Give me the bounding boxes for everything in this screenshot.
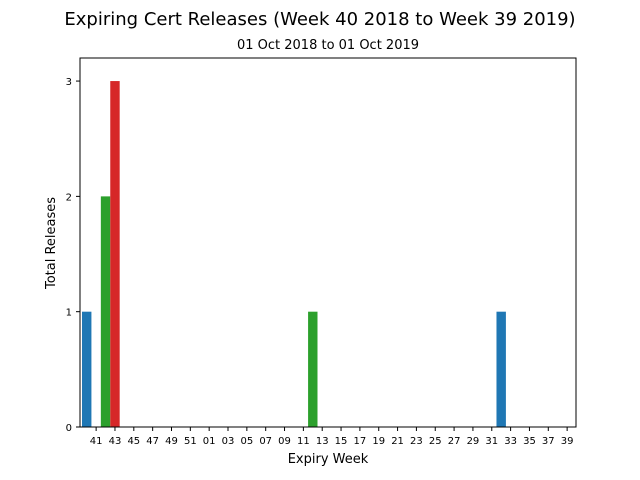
x-tick-label: 41 xyxy=(90,436,103,447)
x-tick-label: 07 xyxy=(259,436,272,447)
plot-frame xyxy=(79,57,577,428)
x-tick-label: 47 xyxy=(146,436,159,447)
x-tick-label: 51 xyxy=(184,436,197,447)
x-tick-label: 15 xyxy=(335,436,348,447)
bar-week-32 xyxy=(496,311,506,427)
x-tick-label: 25 xyxy=(429,436,442,447)
x-tick-label: 39 xyxy=(561,436,574,447)
y-axis-label: Total Releases xyxy=(44,197,59,290)
x-tick-label: 35 xyxy=(523,436,536,447)
x-tick-label: 01 xyxy=(203,436,216,447)
bar-week-43 xyxy=(110,81,120,427)
chart-subtitle: 01 Oct 2018 to 01 Oct 2019 xyxy=(237,38,419,53)
bar-week-42 xyxy=(100,196,111,428)
y-tick-label: 3 xyxy=(66,77,72,88)
y-tick-label: 2 xyxy=(66,192,72,203)
y-axis-ticks: 0 1 2 3 xyxy=(66,77,80,434)
bar-week-40 xyxy=(82,311,92,427)
x-tick-label: 23 xyxy=(410,436,423,447)
x-tick-label: 43 xyxy=(109,436,122,447)
x-tick-label: 49 xyxy=(165,436,178,447)
x-tick-label: 31 xyxy=(485,436,498,447)
bar-week-12 xyxy=(308,311,318,427)
x-tick-label: 27 xyxy=(448,436,461,447)
x-tick-label: 03 xyxy=(222,436,235,447)
x-tick-label: 45 xyxy=(127,436,140,447)
x-axis-ticks: 41 43 45 47 49 51 01 03 05 07 09 11 13 15 17 19 21 23 25 27… xyxy=(90,427,574,447)
x-tick-label: 37 xyxy=(542,436,555,447)
x-tick-label: 21 xyxy=(391,436,404,447)
chart-title: Expiring Cert Releases (Week 40 2018 to … xyxy=(64,9,575,30)
bars-group xyxy=(82,81,506,428)
x-tick-label: 33 xyxy=(504,436,517,447)
x-tick-label: 29 xyxy=(467,436,480,447)
x-tick-label: 17 xyxy=(354,436,367,447)
x-tick-label: 11 xyxy=(297,436,310,447)
x-tick-label: 09 xyxy=(278,436,291,447)
x-axis-label: Expiry Week xyxy=(288,452,369,467)
y-tick-label: 1 xyxy=(66,308,72,319)
y-tick-label: 0 xyxy=(66,423,72,434)
x-tick-label: 13 xyxy=(316,436,329,447)
x-tick-label: 05 xyxy=(240,436,253,447)
x-tick-label: 19 xyxy=(372,436,385,447)
